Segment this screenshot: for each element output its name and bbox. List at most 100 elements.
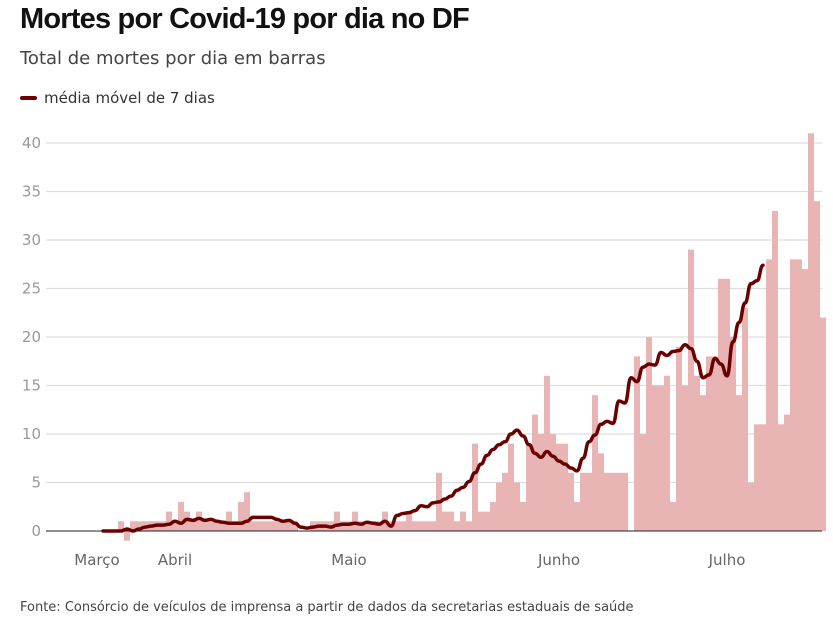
bar [472,443,478,531]
bar [172,521,178,531]
bar [130,521,136,531]
bar [652,385,658,531]
bar [754,424,760,531]
source-note: Fonte: Consórcio de veículos de imprensa… [20,600,634,615]
bar [268,521,274,531]
bar [364,521,370,531]
chart-subtitle: Total de mortes por dia em barras [20,48,326,69]
bar [670,501,676,531]
bar [430,521,436,531]
bar [178,501,184,531]
bar [496,482,502,531]
bar [196,511,202,531]
bar [550,434,556,531]
x-axis-ticks: Março Abril Maio Junho Julho [74,551,745,569]
bar [478,511,484,531]
bar [556,443,562,531]
bar [634,356,640,531]
legend-label: média móvel de 7 dias [44,89,215,107]
bar [520,501,526,531]
bars [118,133,826,541]
legend: média móvel de 7 dias [20,89,215,107]
bar [250,521,256,531]
bar [244,492,250,531]
bar [718,278,724,531]
bar [676,346,682,531]
bar [796,259,802,531]
bar [772,210,778,531]
bar [442,511,448,531]
bar [232,521,238,531]
bar [502,472,508,531]
y-tick-label: 15 [22,377,41,395]
bar [724,278,730,531]
bar [370,521,376,531]
bar [784,414,790,531]
bar [256,521,262,531]
y-tick-label: 20 [22,328,41,346]
x-tick-label: Maio [331,551,366,569]
bar [790,259,796,531]
x-tick-label: Junho [537,551,580,569]
y-tick-label: 5 [31,474,41,492]
bar [706,356,712,531]
bar [394,521,400,531]
bar [742,307,748,531]
bar [622,472,628,531]
y-tick-label: 25 [22,280,41,298]
bar [484,511,490,531]
bar [760,424,766,531]
x-tick-label: Março [74,551,119,569]
bar [604,472,610,531]
bar [184,511,190,531]
bar [610,472,616,531]
bar [802,269,808,531]
bar [820,317,826,531]
bar [448,511,454,531]
bar [466,521,472,531]
bar [574,501,580,531]
bar [646,337,652,531]
bar [586,472,592,531]
y-tick-label: 10 [22,425,41,443]
bar [460,511,466,531]
bar [118,521,124,531]
bar [688,249,694,531]
bar [748,482,754,531]
bar [412,521,418,531]
bar [694,375,700,531]
y-tick-label: 35 [22,183,41,201]
bar [592,395,598,531]
bar [778,424,784,531]
bar [568,472,574,531]
bar [616,472,622,531]
x-tick-label: Abril [158,551,192,569]
bar [286,521,292,531]
bar [340,521,346,531]
bar [352,511,358,531]
bar [514,482,520,531]
bar [280,521,286,531]
bar [124,531,130,541]
bar [730,337,736,531]
bar [406,511,412,531]
legend-line-swatch [20,96,37,100]
bar [346,521,352,531]
bar [358,521,364,531]
bar [664,375,670,531]
bar [202,521,208,531]
bar [226,511,232,531]
bar [682,385,688,531]
y-tick-label: 30 [22,231,41,249]
bar [532,414,538,531]
bar [190,521,196,531]
bar [814,201,820,531]
bar [736,395,742,531]
bar [598,453,604,531]
bar [454,521,460,531]
bar [262,521,268,531]
y-tick-label: 40 [22,134,41,152]
bar [400,521,406,531]
bar [274,521,280,531]
